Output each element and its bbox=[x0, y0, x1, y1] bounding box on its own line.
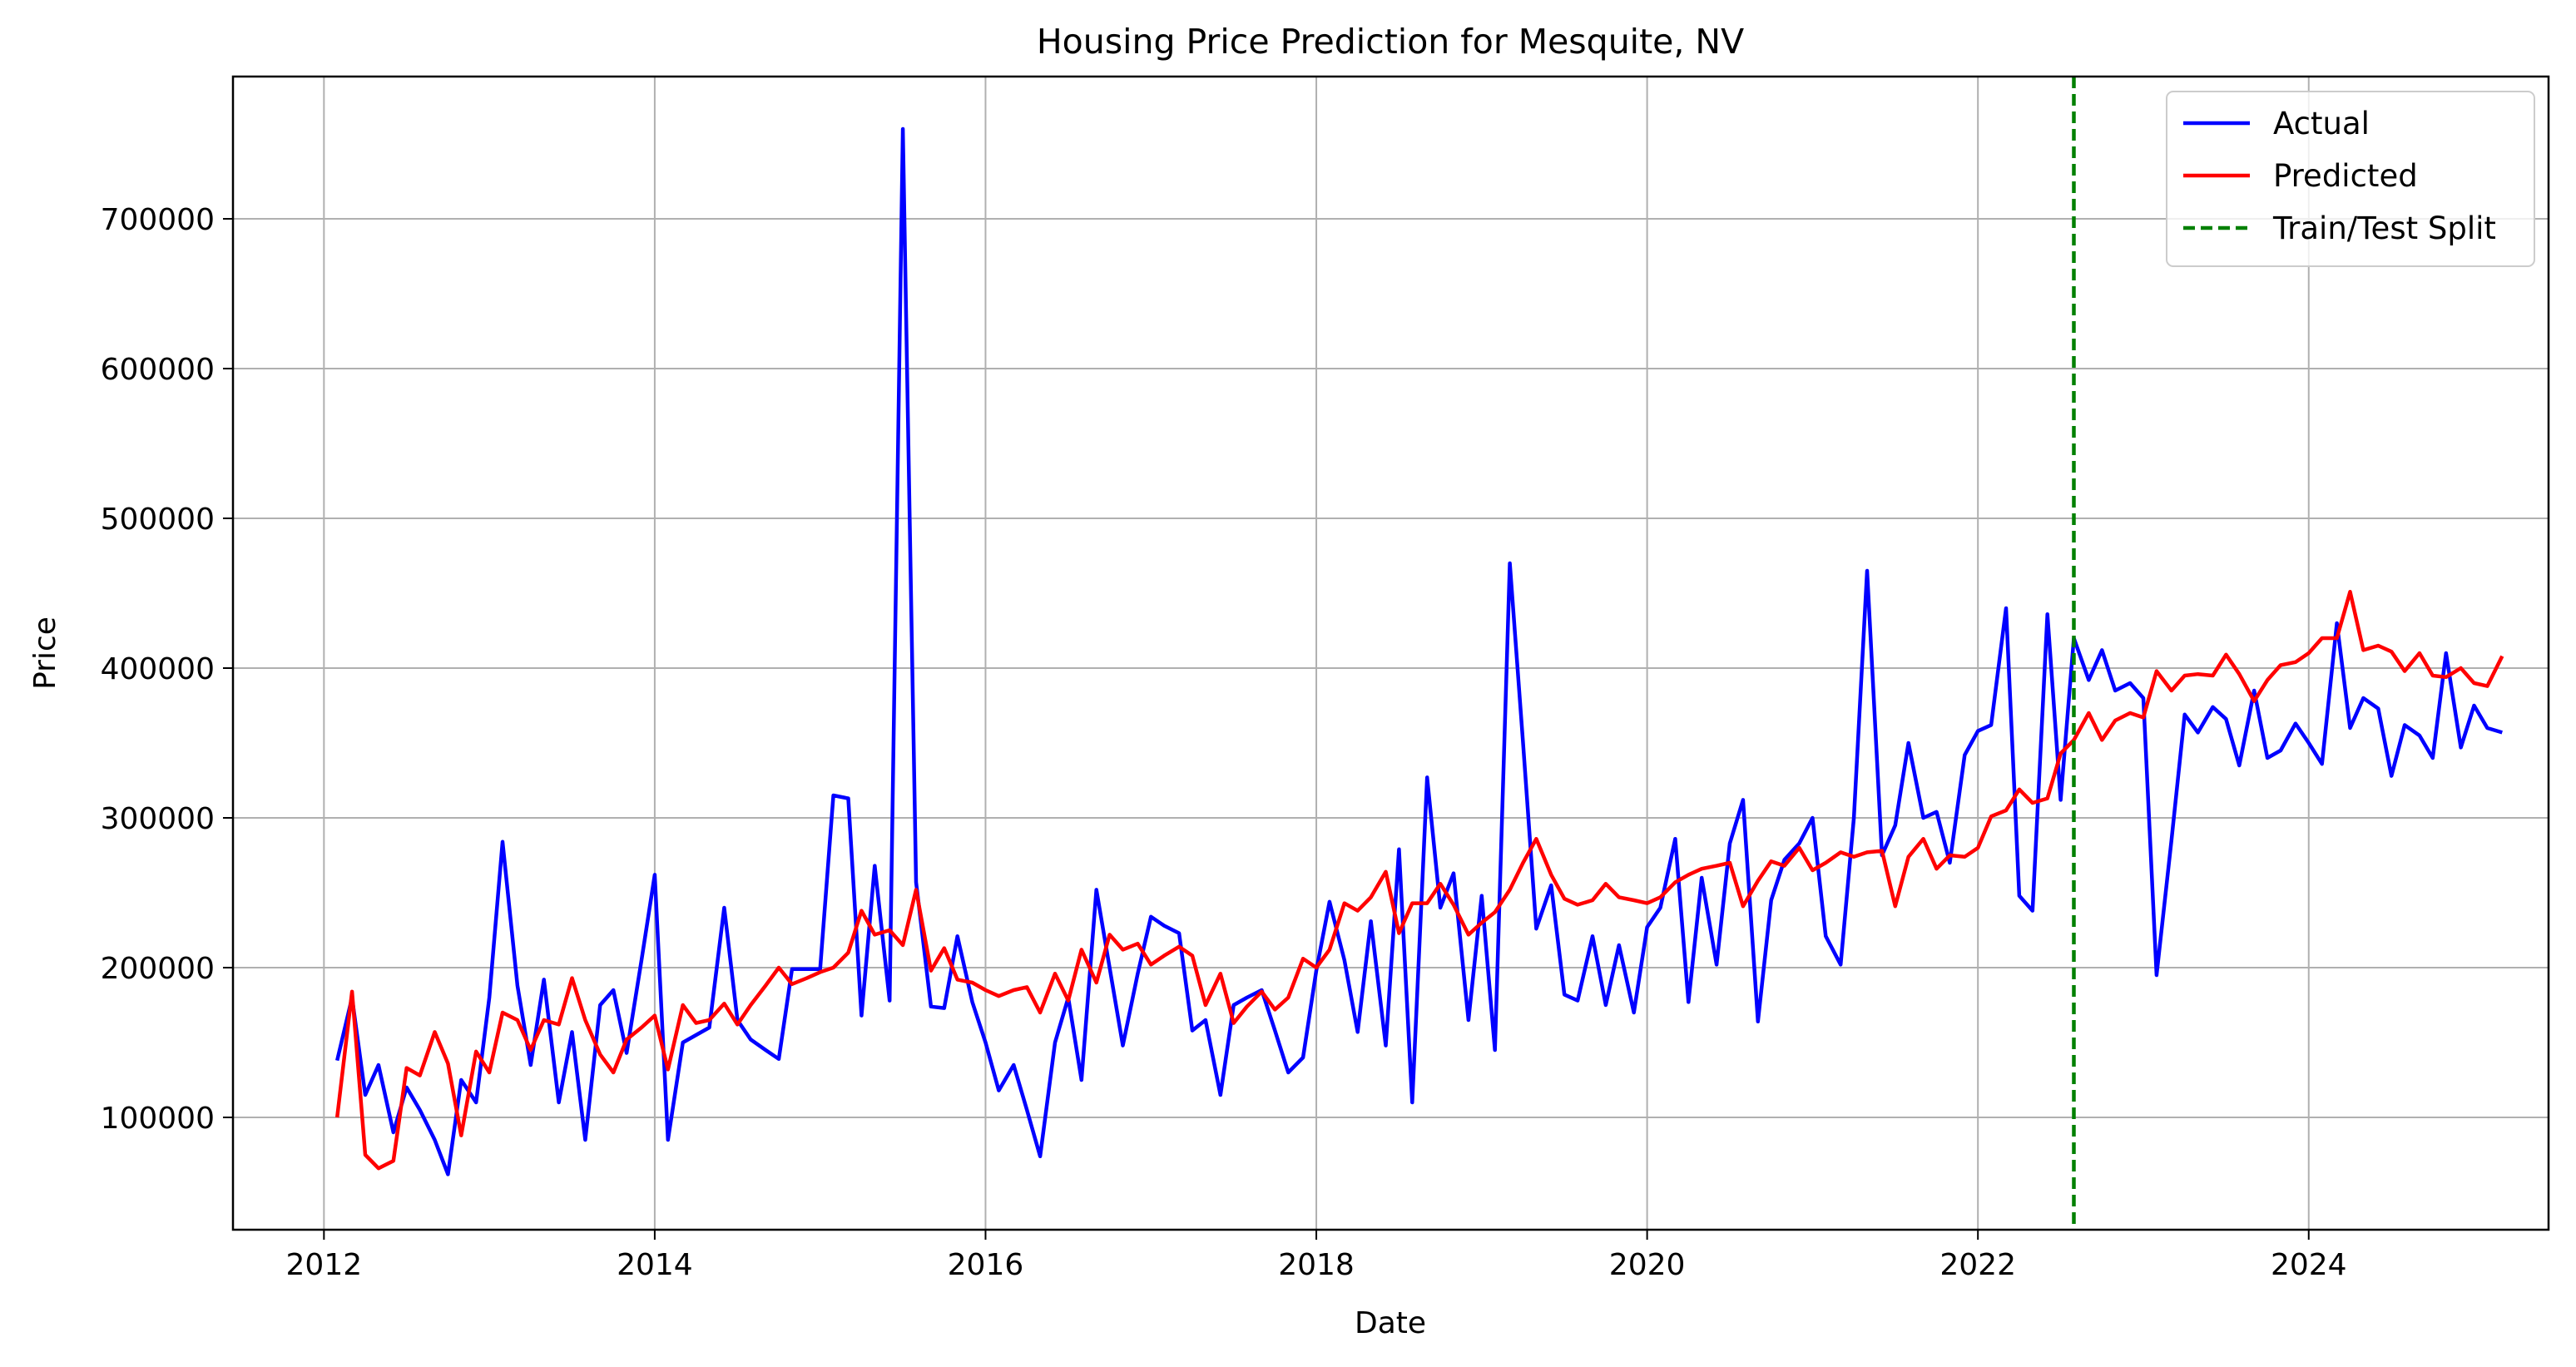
x-tick-label: 2018 bbox=[1278, 1248, 1355, 1282]
chart-title: Housing Price Prediction for Mesquite, N… bbox=[1037, 22, 1744, 62]
legend-split-label: Train/Test Split bbox=[2272, 210, 2496, 246]
legend-predicted-label: Predicted bbox=[2273, 158, 2418, 194]
y-tick-label: 600000 bbox=[101, 353, 215, 387]
actual-series-line bbox=[335, 126, 2503, 1176]
legend-box bbox=[2166, 91, 2535, 267]
x-tick-label: 2024 bbox=[2271, 1248, 2347, 1282]
series-layer bbox=[334, 77, 2504, 1230]
tick-layer: 2012 2014 2016 2018 2020 2022 2024 100000 200000… bbox=[101, 203, 2347, 1282]
y-tick-label: 700000 bbox=[101, 203, 215, 237]
predicted-series-line bbox=[334, 589, 2504, 1171]
legend-actual-label: Actual bbox=[2273, 106, 2370, 141]
y-tick-label: 500000 bbox=[101, 503, 215, 537]
y-tick-label: 400000 bbox=[101, 652, 215, 686]
legend: Actual Predicted Train/Test Split bbox=[2166, 91, 2535, 267]
y-axis-label: Price bbox=[28, 617, 62, 690]
plot-frame bbox=[231, 75, 2550, 1231]
y-tick-label: 300000 bbox=[101, 802, 215, 836]
x-axis-label: Date bbox=[1355, 1306, 1426, 1340]
x-tick-label: 2022 bbox=[1939, 1248, 2016, 1282]
x-tick-label: 2020 bbox=[1609, 1248, 1686, 1282]
x-tick-label: 2014 bbox=[617, 1248, 693, 1282]
grid-layer bbox=[233, 77, 2549, 1230]
x-tick-label: 2012 bbox=[286, 1248, 363, 1282]
y-tick-label: 100000 bbox=[101, 1102, 215, 1136]
y-tick-label: 200000 bbox=[101, 952, 215, 986]
x-tick-label: 2016 bbox=[948, 1248, 1024, 1282]
